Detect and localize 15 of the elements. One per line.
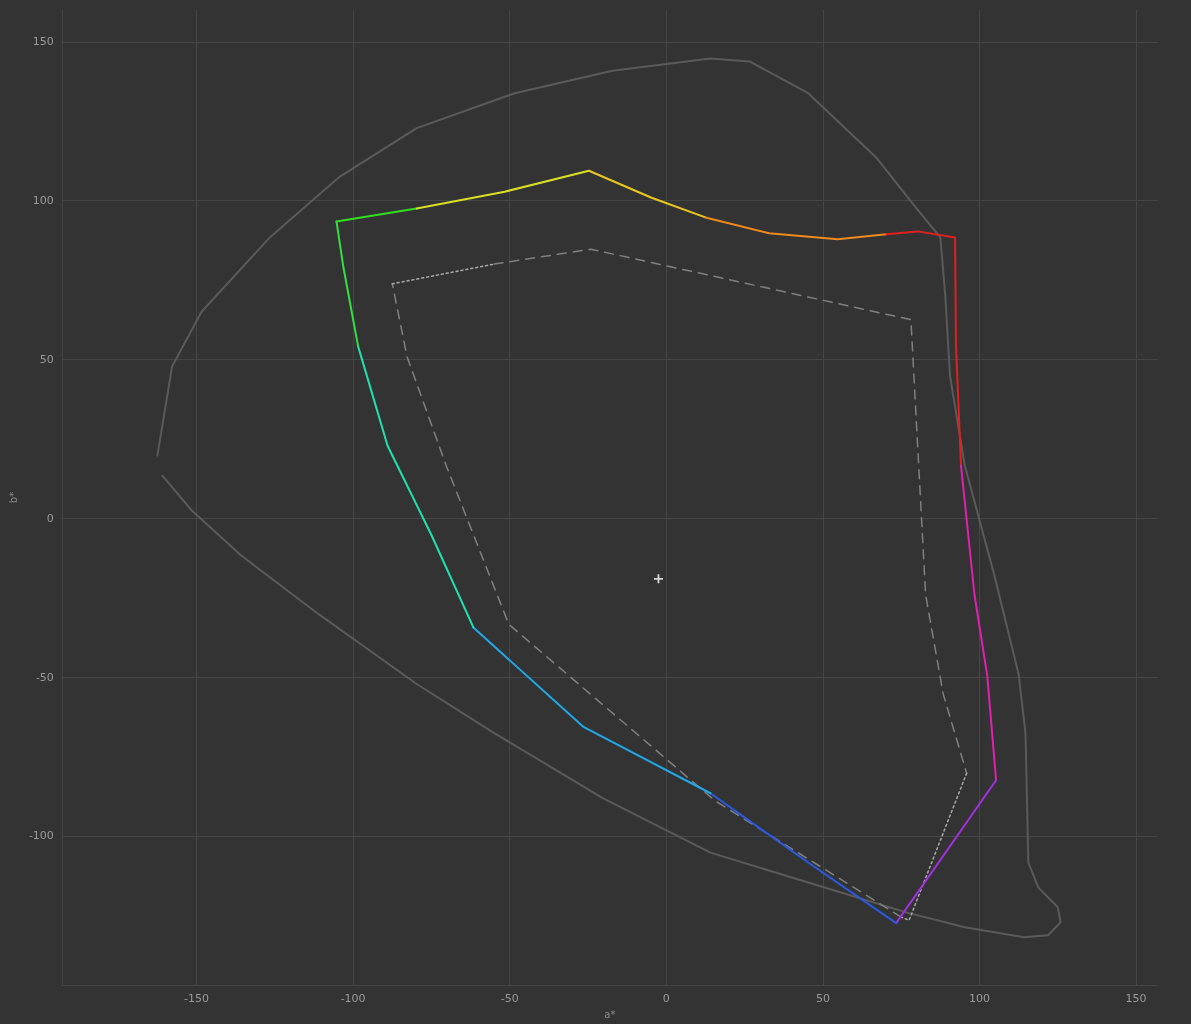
x-tick-label: 150 (1125, 992, 1147, 1006)
y-axis-title: b* (7, 491, 19, 504)
y-tick-label: 50 (39, 352, 54, 366)
x-axis-title: a* (604, 1008, 616, 1020)
y-tick-label: -100 (28, 829, 54, 843)
x-tick-label: -100 (340, 992, 366, 1006)
y-tick-label: 100 (32, 194, 54, 208)
x-tick-label: 50 (815, 992, 830, 1006)
x-tick-label: -50 (500, 992, 519, 1006)
y-tick-label: 0 (46, 511, 54, 525)
x-tick-label: 0 (662, 992, 670, 1006)
y-tick-label: 150 (32, 35, 54, 49)
y-tick-label: -50 (35, 670, 54, 684)
x-tick-label: 100 (968, 992, 990, 1006)
x-tick-label: -150 (184, 992, 210, 1006)
